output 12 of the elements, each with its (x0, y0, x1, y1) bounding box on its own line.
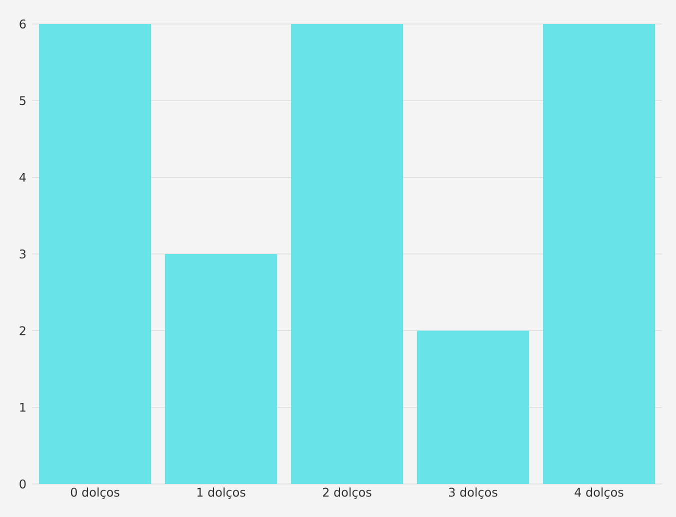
y-tick-label: 5 (20, 96, 26, 106)
y-tick-label: 1 (20, 402, 26, 412)
y-tick-label: 2 (20, 326, 26, 336)
x-tick-label: 2 dolços (323, 488, 372, 499)
x-tick-label: 3 dolços (449, 488, 498, 499)
y-tick-label: 3 (20, 249, 26, 259)
x-tick-label: 1 dolços (197, 488, 246, 499)
y-tick-label: 0 (20, 479, 26, 489)
y-tick-label: 4 (19, 172, 26, 182)
y-tick-label: 6 (20, 19, 26, 29)
x-tick-label: 0 dolços (70, 488, 120, 499)
x-tick-label: 4 dolços (574, 488, 624, 499)
